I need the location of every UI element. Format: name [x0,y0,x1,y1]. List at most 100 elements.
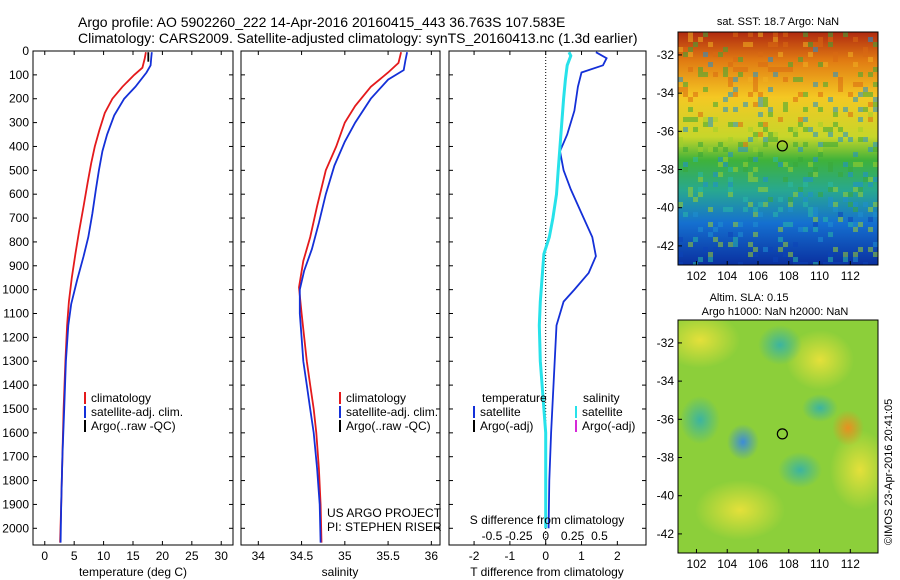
sla-yellow-patch [830,430,878,510]
s-difference-axis-label: S difference from climatology [470,513,625,527]
sst-pixel [858,182,863,187]
sst-pixel [863,177,868,182]
sst-pixel [763,202,768,207]
map-lon-label: 104 [717,269,737,283]
sst-pixel [868,92,873,97]
sst-pixel [848,217,853,222]
sst-pixel [678,237,683,242]
sst-pixel [763,102,768,107]
sst-pixel [788,67,793,72]
temperature-axis-label: temperature (deg C) [79,565,187,579]
salinity-panel-frame [240,50,441,546]
sst-pixel [783,67,788,72]
sst-pixel [718,157,723,162]
sst-pixel [723,47,728,52]
sst-pixel [728,192,733,197]
sst-pixel [723,147,728,152]
sst-pixel [738,142,743,147]
depth-tick-label: 600 [9,187,29,201]
sst-pixel [723,142,728,147]
sst-pixel [708,122,713,127]
sst-pixel [803,182,808,187]
depth-tick-label: 500 [9,163,29,177]
sst-pixel [813,212,818,217]
x-tick-label: 34 [252,549,266,563]
sst-pixel [738,67,743,72]
sla-yellow-patch [678,320,740,368]
sst-pixel [848,112,853,117]
sst-pixel [853,202,858,207]
map-lon-label: 112 [841,269,860,283]
sla-low-eddy [727,424,759,460]
map-lat-label: -34 [657,86,675,100]
sst-pixel [798,122,803,127]
sst-pixel [873,147,878,152]
sst-pixel [828,127,833,132]
sst-pixel [748,137,753,142]
sst-pixel [813,157,818,162]
sst-pixel [763,247,768,252]
sst-pixel [848,222,853,227]
sst-pixel [773,212,778,217]
sst-pixel [748,77,753,82]
sst-pixel [743,67,748,72]
sst-pixel [733,242,738,247]
sst-pixel [728,187,733,192]
sst-pixel [738,262,743,265]
map-lat-label: -36 [657,124,675,138]
sst-pixel [698,112,703,117]
series-line-satellite-adj-clim- [298,52,408,543]
legend-title-temperature: temperature [482,391,547,405]
sst-pixel [698,227,703,232]
sst-pixel [813,102,818,107]
sst-pixel [803,42,808,47]
sst-pixel [833,52,838,57]
sst-pixel [683,47,688,52]
sst-pixel [758,97,763,102]
sst-pixel [808,177,813,182]
sla-map-frame [677,319,879,554]
sst-pixel [813,42,818,47]
sst-pixel [793,127,798,132]
sst-pixel [693,42,698,47]
sst-pixel [778,67,783,72]
temperature-panel: 0 5 10 15 20 25 30 [41,51,228,563]
sst-pixel [808,172,813,177]
sst-pixel [848,137,853,142]
sst-pixel [828,252,833,257]
sst-pixel [758,62,763,67]
sst-pixel [828,37,833,42]
sst-pixel [728,137,733,142]
sst-pixel [683,127,688,132]
sst-pixel [743,102,748,107]
sst-pixel [848,172,853,177]
sst-pixel [853,257,858,262]
sst-pixel [848,192,853,197]
sst-pixel [783,162,788,167]
sst-pixel [803,62,808,67]
sst-pixel [678,87,683,92]
sst-pixel [773,37,778,42]
sst-pixel [783,42,788,47]
sst-pixel [683,212,688,217]
depth-tick-label: 700 [9,211,29,225]
sst-pixel [853,207,858,212]
sst-pixel [818,152,823,157]
sst-pixel [693,127,698,132]
sst-pixel [733,67,738,72]
sst-pixel [833,122,838,127]
sst-pixel [683,82,688,87]
sst-pixel [808,212,813,217]
sla-teal-patch [778,452,822,488]
sst-map [678,32,878,265]
sst-pixel [803,177,808,182]
sst-pixel [858,82,863,87]
map-lat-label: -34 [657,374,675,388]
sst-pixel [853,162,858,167]
sst-pixel [768,42,773,47]
sst-pixel [783,177,788,182]
sst-pixel [698,192,703,197]
sst-pixel [858,212,863,217]
pi-note: PI: STEPHEN RISER [327,520,442,534]
sst-pixel [783,252,788,257]
